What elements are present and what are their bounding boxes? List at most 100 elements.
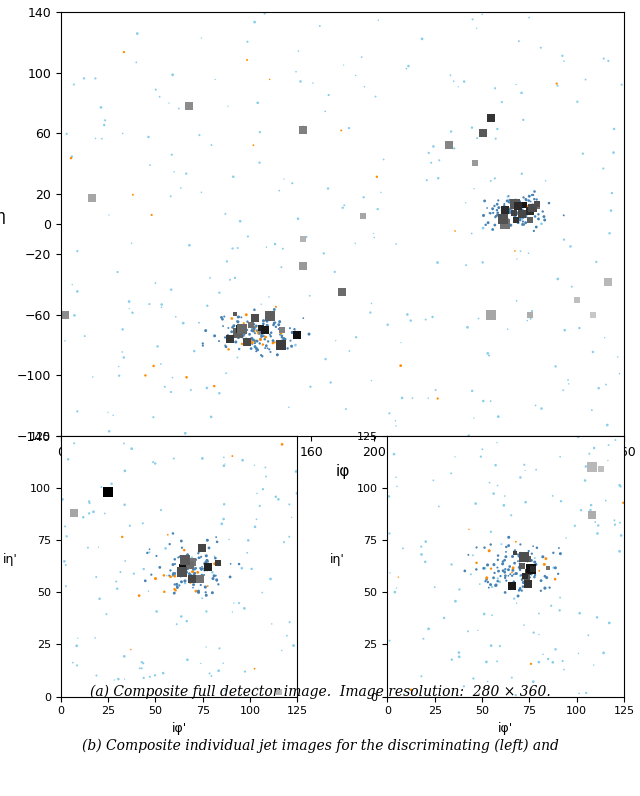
Point — [487, 609, 497, 622]
Point — [536, 574, 546, 587]
Point — [477, 256, 488, 269]
Point — [132, 27, 142, 40]
Point — [604, 275, 614, 288]
Point — [252, 324, 262, 337]
Point — [598, 646, 609, 659]
Point — [514, 35, 524, 48]
Point — [243, 35, 253, 48]
Point — [604, 55, 614, 68]
Point — [423, 392, 433, 404]
Point — [209, 380, 220, 392]
Point — [104, 209, 114, 221]
Point — [129, 568, 139, 580]
Point — [510, 210, 520, 223]
Point — [522, 555, 532, 568]
Point — [232, 326, 242, 339]
Point — [221, 367, 231, 380]
Point — [298, 123, 308, 136]
Point — [120, 465, 130, 478]
Point — [238, 333, 248, 345]
Point — [233, 310, 243, 323]
Point — [492, 561, 502, 574]
Point — [261, 240, 271, 253]
Point — [175, 564, 185, 577]
Point — [486, 395, 496, 408]
Point — [525, 206, 536, 219]
Point — [530, 559, 540, 572]
Point — [527, 548, 537, 560]
Point — [504, 193, 515, 206]
Point — [179, 544, 189, 556]
Point — [237, 323, 247, 336]
Point — [428, 474, 438, 486]
Point — [466, 568, 476, 580]
Point — [284, 530, 294, 543]
Point — [176, 535, 186, 548]
Point — [481, 218, 491, 231]
Point — [243, 334, 253, 347]
Point — [490, 219, 500, 232]
Point — [237, 338, 247, 350]
Point — [277, 330, 287, 342]
Point — [67, 279, 77, 291]
Point — [497, 219, 508, 232]
Point — [139, 563, 149, 576]
Point — [108, 409, 118, 422]
Point — [214, 335, 224, 348]
Point — [472, 22, 482, 35]
Point — [528, 189, 538, 201]
Point — [515, 551, 525, 564]
Point — [516, 167, 527, 180]
Point — [176, 611, 186, 623]
Point — [145, 543, 155, 556]
Point — [170, 568, 180, 580]
Point — [255, 337, 265, 349]
Point — [250, 312, 260, 325]
Point — [531, 220, 541, 233]
Point — [120, 673, 130, 685]
Point — [515, 209, 525, 221]
Point — [249, 318, 259, 330]
Point — [508, 205, 518, 218]
Point — [230, 336, 241, 349]
Point — [483, 675, 493, 688]
Point — [491, 132, 501, 145]
Point — [201, 556, 211, 568]
Point — [527, 189, 537, 201]
Point — [539, 210, 549, 223]
Point — [298, 312, 308, 325]
Point — [227, 312, 237, 325]
Point — [492, 123, 502, 135]
Point — [616, 480, 626, 493]
Point — [252, 334, 262, 347]
Point — [509, 576, 519, 588]
Point — [428, 140, 438, 153]
Point — [610, 518, 620, 531]
Point — [397, 392, 407, 404]
Point — [498, 211, 508, 224]
Point — [532, 201, 542, 213]
Point — [527, 202, 537, 215]
Point — [249, 324, 259, 337]
Point — [403, 308, 413, 321]
Point — [291, 465, 301, 478]
Point — [247, 322, 257, 335]
Point — [255, 333, 266, 345]
Point — [128, 189, 138, 201]
Point — [240, 665, 250, 678]
Point — [235, 215, 245, 228]
Point — [527, 201, 538, 214]
Point — [525, 562, 536, 575]
Point — [532, 197, 542, 210]
Point — [507, 566, 517, 579]
Point — [506, 219, 516, 232]
Point — [500, 586, 510, 599]
Point — [509, 592, 519, 605]
Point — [251, 345, 261, 357]
Point — [601, 378, 611, 391]
Point — [209, 330, 220, 342]
Point — [554, 542, 564, 555]
Point — [589, 442, 599, 455]
Point — [488, 487, 499, 500]
Point — [477, 443, 488, 455]
